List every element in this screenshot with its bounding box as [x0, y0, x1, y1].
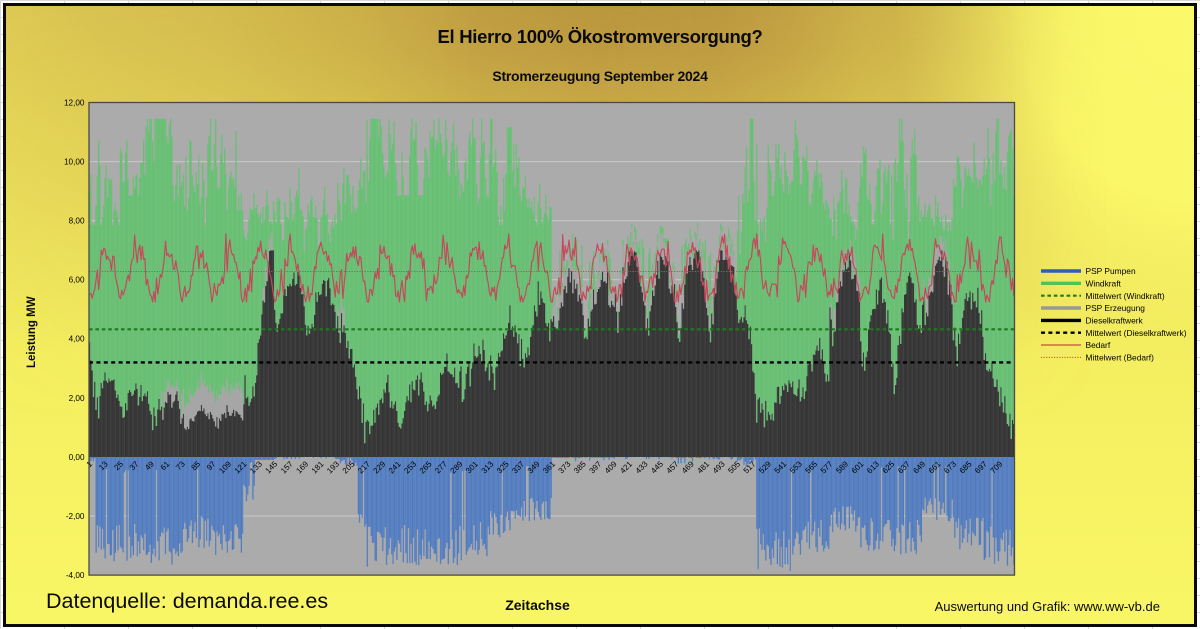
svg-text:Windkraft: Windkraft — [1086, 278, 1122, 288]
svg-text:Mittelwert (Dieselkraftwerk): Mittelwert (Dieselkraftwerk) — [1086, 328, 1187, 338]
svg-text:Mittelwert (Windkraft): Mittelwert (Windkraft) — [1086, 291, 1165, 301]
svg-text:12,00: 12,00 — [64, 98, 85, 107]
svg-text:6,00: 6,00 — [69, 276, 85, 285]
svg-text:Dieselkraftwerk: Dieselkraftwerk — [1086, 316, 1144, 326]
svg-text:PSP Erzeugung: PSP Erzeugung — [1086, 303, 1146, 313]
svg-text:4,00: 4,00 — [69, 335, 85, 344]
svg-text:Mittelwert (Bedarf): Mittelwert (Bedarf) — [1086, 353, 1155, 363]
svg-text:8,00: 8,00 — [69, 217, 85, 226]
svg-text:Bedarf: Bedarf — [1086, 340, 1111, 350]
svg-text:1: 1 — [85, 459, 95, 469]
svg-text:10,00: 10,00 — [64, 158, 85, 167]
svg-text:-4,00: -4,00 — [66, 571, 85, 580]
svg-text:-2,00: -2,00 — [66, 512, 85, 521]
svg-text:2,00: 2,00 — [69, 394, 85, 403]
svg-text:0,00: 0,00 — [69, 453, 85, 462]
svg-text:PSP Pumpen: PSP Pumpen — [1086, 266, 1136, 276]
